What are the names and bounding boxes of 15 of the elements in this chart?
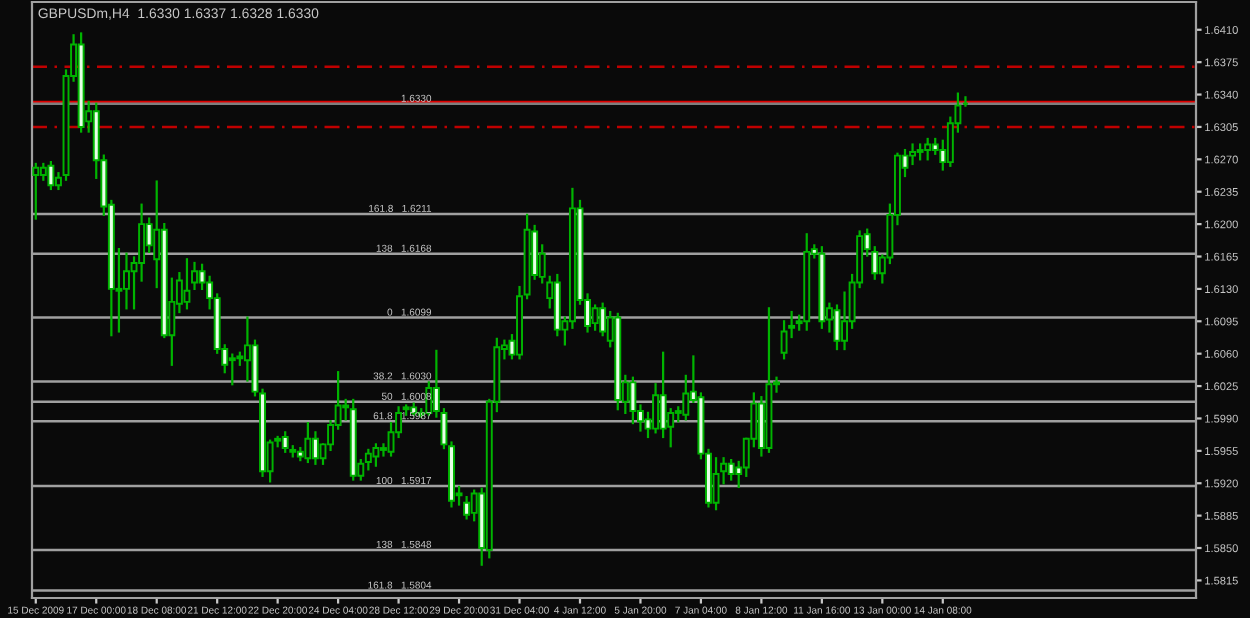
candlestick [629, 376, 637, 425]
candlestick [727, 459, 735, 481]
candlestick [228, 353, 236, 386]
candlestick [183, 258, 191, 310]
candlestick [372, 443, 380, 467]
candlestick [591, 304, 599, 331]
candlestick [281, 431, 289, 453]
candlestick [311, 431, 319, 465]
candlestick [659, 351, 667, 439]
candlestick [652, 383, 660, 434]
candlestick [712, 457, 720, 511]
candlestick [304, 421, 312, 464]
candlestick [47, 161, 55, 191]
candlestick [924, 137, 932, 161]
candlestick [32, 162, 40, 220]
